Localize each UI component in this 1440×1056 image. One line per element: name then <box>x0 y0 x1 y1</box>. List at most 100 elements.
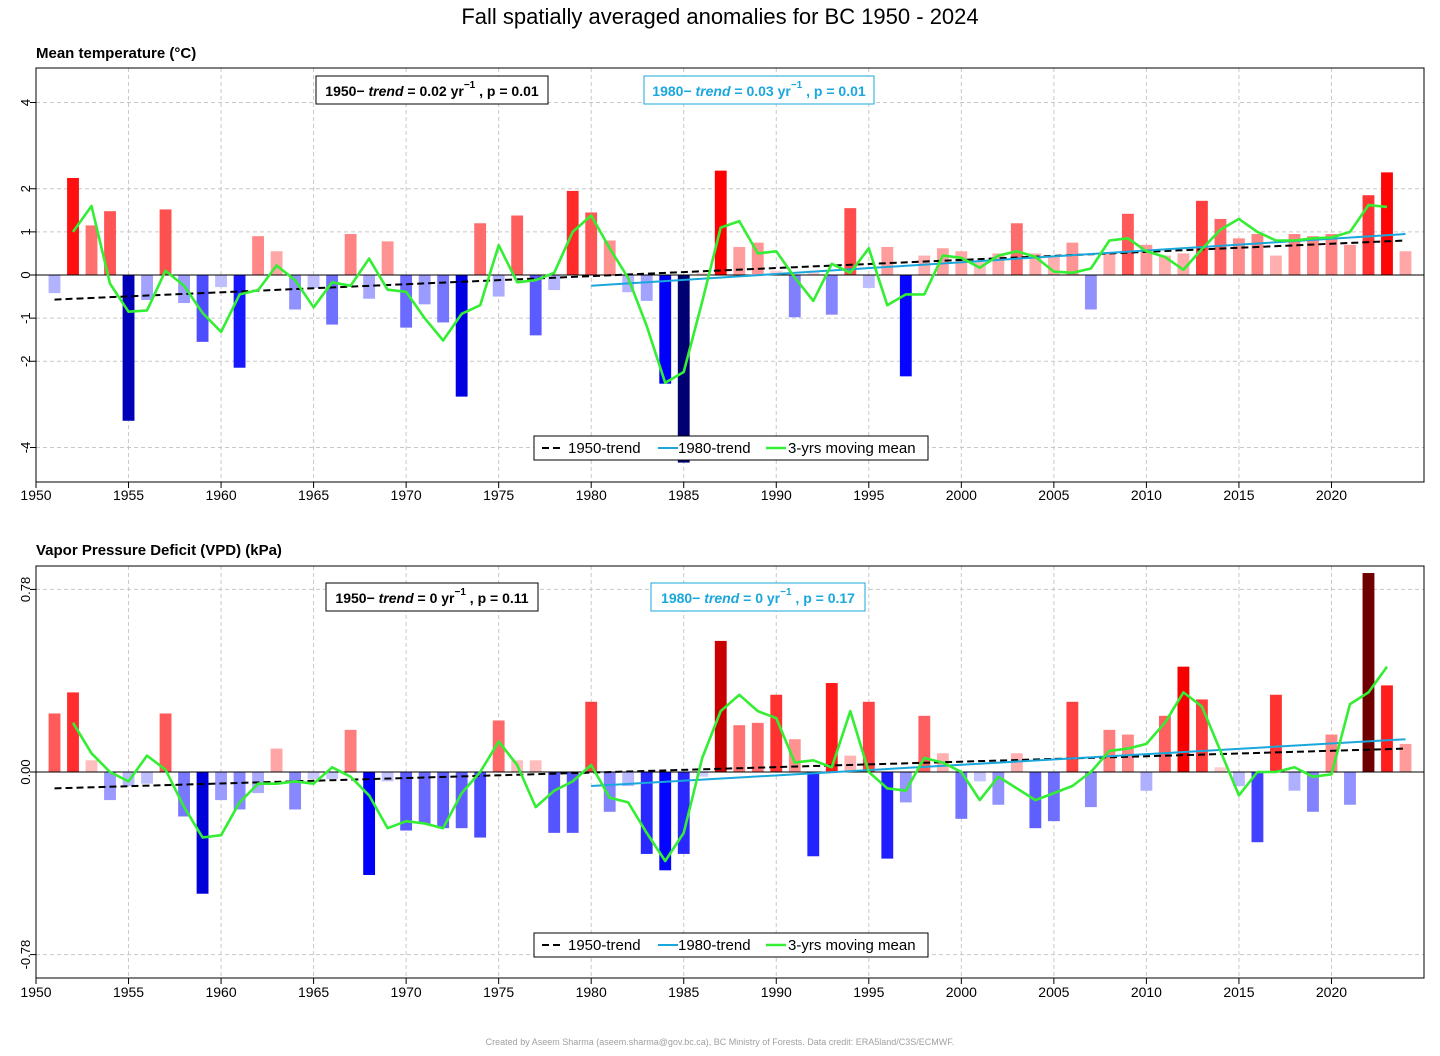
annotation-text: 1980− trend = 0.03 yr−1 , p = 0.01 <box>652 80 866 99</box>
anomaly-bar <box>1103 253 1116 275</box>
anomaly-bar <box>474 772 487 838</box>
anomaly-bar <box>714 640 727 772</box>
anomaly-bar <box>1381 685 1393 772</box>
anomaly-bar <box>1158 255 1171 275</box>
anomaly-bar <box>178 275 190 304</box>
x-tick-label: 1980 <box>576 487 607 503</box>
x-tick-label: 1965 <box>298 984 329 1000</box>
anomaly-bar <box>381 772 394 782</box>
anomaly-bar <box>455 275 468 397</box>
x-tick-label: 2020 <box>1316 487 1347 503</box>
anomaly-bar <box>955 772 968 819</box>
figure-title: Fall spatially averaged anomalies for BC… <box>461 4 979 29</box>
anomaly-bar <box>159 209 172 275</box>
legend: 1950-trend 1980-trend 3-yrs moving mean <box>533 932 929 958</box>
annotation-period: 1980− <box>652 83 695 99</box>
anomaly-bar <box>455 772 468 829</box>
anomaly-bar <box>1047 255 1060 275</box>
anomaly-bar <box>1029 253 1042 275</box>
anomaly-bar <box>141 275 153 301</box>
anomaly-bar <box>622 772 635 787</box>
anomaly-bar <box>603 772 616 812</box>
anomaly-bar <box>788 275 801 318</box>
anomaly-bar <box>973 772 986 782</box>
legend-trend-1980-label: 1980-trend <box>678 937 751 954</box>
anomaly-bar <box>270 251 283 275</box>
anomaly-bar <box>492 275 505 297</box>
anomaly-bar <box>1066 242 1079 275</box>
anomaly-bar <box>326 772 339 780</box>
anomaly-bar <box>548 275 561 291</box>
anomaly-bar <box>881 772 894 859</box>
annotation-box <box>325 582 539 612</box>
annotation-period: 1950− <box>325 83 368 99</box>
anomaly-bar <box>48 275 61 294</box>
y-tick-label: 0.00 <box>18 759 33 784</box>
anomaly-bar <box>1066 701 1079 772</box>
x-tick-label: 1955 <box>113 487 144 503</box>
anomaly-bar <box>1362 195 1375 275</box>
anomaly-bar <box>307 275 320 288</box>
anomaly-bar <box>844 208 857 275</box>
anomaly-bar <box>1084 772 1097 808</box>
x-tick-label: 2015 <box>1223 487 1254 503</box>
anomaly-bar <box>1233 238 1245 275</box>
anomaly-bar <box>159 713 172 772</box>
annotation-p: , p = 0.01 <box>802 83 866 99</box>
x-tick-label: 1955 <box>113 984 144 1000</box>
anomaly-bar <box>1121 734 1134 772</box>
anomaly-bar <box>807 270 820 275</box>
legend-trend-1980-label: 1980-trend <box>678 440 751 457</box>
anomaly-bar <box>585 212 598 275</box>
x-tick-label: 1975 <box>483 984 514 1000</box>
y-tick-label: 0.78 <box>18 577 33 602</box>
anomaly-bar <box>807 772 820 857</box>
annotation-value: = 0 yr <box>414 590 455 606</box>
anomaly-bar <box>511 215 524 275</box>
y-tick-label: -0.78 <box>18 940 33 970</box>
x-tick-label: 1965 <box>298 487 329 503</box>
annotation-text: 1980− trend = 0 yr−1 , p = 0.17 <box>661 587 855 606</box>
x-tick-label: 1995 <box>853 984 884 1000</box>
anomaly-bar <box>1270 255 1282 275</box>
panel-title: Vapor Pressure Deficit (VPD) (kPa) <box>36 542 282 559</box>
x-tick-label: 1995 <box>853 487 884 503</box>
anomaly-bar <box>1270 694 1282 772</box>
anomaly-bar <box>1195 699 1208 772</box>
x-tick-label: 1950 <box>20 487 51 503</box>
annotation-period: 1950− <box>335 590 378 606</box>
annotation-period: 1980− <box>661 590 704 606</box>
panel-title: Mean temperature (°C) <box>36 45 196 62</box>
anomaly-bar <box>1251 772 1264 843</box>
legend-box <box>533 932 929 958</box>
legend-moving-mean-label: 3-yrs moving mean <box>788 937 916 954</box>
anomaly-bar <box>85 760 98 772</box>
anomaly-bar <box>881 246 894 275</box>
legend-box <box>533 435 929 461</box>
anomaly-bar <box>918 715 931 772</box>
anomaly-bar <box>85 225 98 275</box>
anomaly-bar <box>825 683 838 772</box>
anomaly-bar <box>1177 666 1190 772</box>
moving-mean-line <box>71 203 1388 385</box>
annotation-text: 1950− trend = 0 yr−1 , p = 0.11 <box>335 587 528 606</box>
anomaly-bar <box>862 275 875 288</box>
y-tick-label: -4 <box>18 442 33 454</box>
anomaly-bar <box>529 275 542 336</box>
anomaly-bar <box>1399 743 1412 772</box>
anomaly-bar <box>733 725 746 772</box>
anomaly-bar <box>400 275 413 328</box>
annotation-box <box>650 582 866 612</box>
annotation-trend-label: trend <box>379 590 414 606</box>
anomaly-bar <box>48 713 61 772</box>
anomaly-bar <box>363 275 376 299</box>
anomaly-bar <box>122 275 135 421</box>
x-tick-label: 1990 <box>761 984 792 1000</box>
annotation-1950: 1950− trend = 0.02 yr−1 , p = 0.01 <box>315 75 549 105</box>
annotation-value: = 0.03 yr <box>731 83 792 99</box>
y-tick-label: 0 <box>18 271 33 278</box>
y-tick-label: -1 <box>18 312 33 324</box>
anomaly-bar <box>104 211 116 275</box>
y-tick-label: 1 <box>18 228 33 235</box>
